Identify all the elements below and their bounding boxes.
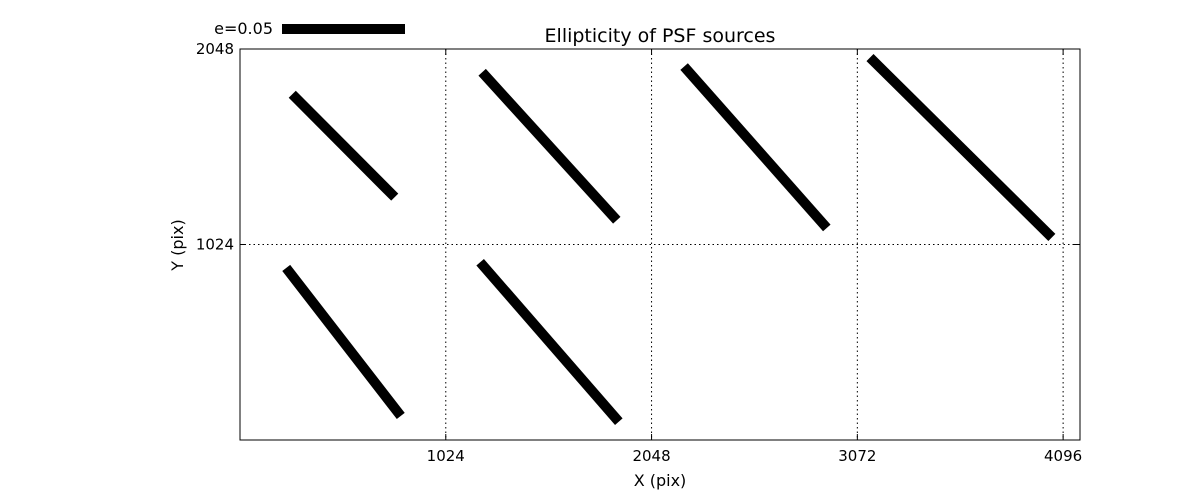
x-axis-label: X (pix)	[634, 471, 687, 490]
x-tick-label: 4096	[1044, 447, 1082, 465]
grid-lines	[240, 48, 1080, 440]
axis-ticks: 1024 2048 3072 4096 1024 2048	[196, 40, 1082, 465]
psf-whisker	[476, 258, 623, 425]
psf-whisker	[288, 90, 399, 201]
whiskers	[282, 54, 1056, 425]
y-tick-label: 1024	[196, 236, 234, 254]
x-tick-label: 2048	[632, 447, 670, 465]
chart-title: Ellipticity of PSF sources	[545, 25, 776, 47]
psf-whisker	[478, 68, 621, 224]
legend-key-bar	[282, 24, 405, 34]
psf-whisker	[680, 63, 831, 232]
x-tick-label: 3072	[838, 447, 876, 465]
y-tick-label: 2048	[196, 40, 234, 58]
psf-whisker	[866, 54, 1056, 241]
legend-label: e=0.05	[214, 19, 273, 38]
psf-whisker	[282, 264, 405, 420]
y-axis-label: Y (pix)	[168, 219, 187, 271]
legend: e=0.05	[214, 19, 405, 38]
x-tick-label: 1024	[427, 447, 465, 465]
